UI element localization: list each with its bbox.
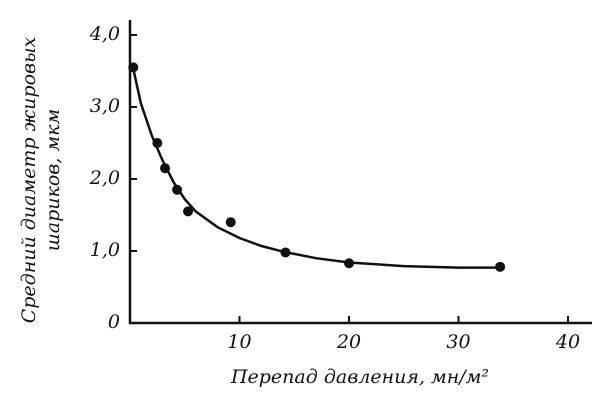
x-axis-label: Перепад давления, мн/м² [230,366,489,388]
y-tick-label: 2,0 [89,167,120,189]
x-tick-label: 20 [336,331,361,353]
x-tick-label: 30 [446,331,470,353]
y-axis-label: шариков, мкм [42,109,64,252]
y-tick-label: 0 [108,311,120,333]
fit-curve [130,63,503,269]
data-point [183,206,194,217]
y-tick-label: 4,0 [89,23,120,45]
y-tick-label: 1,0 [90,239,120,261]
y-tick-label: 3,0 [90,95,120,117]
x-tick-label: 40 [555,331,580,353]
data-point [225,217,236,228]
y-axis-label: Средний диаметр жировых [18,36,40,323]
x-tick-label: 10 [227,331,251,353]
